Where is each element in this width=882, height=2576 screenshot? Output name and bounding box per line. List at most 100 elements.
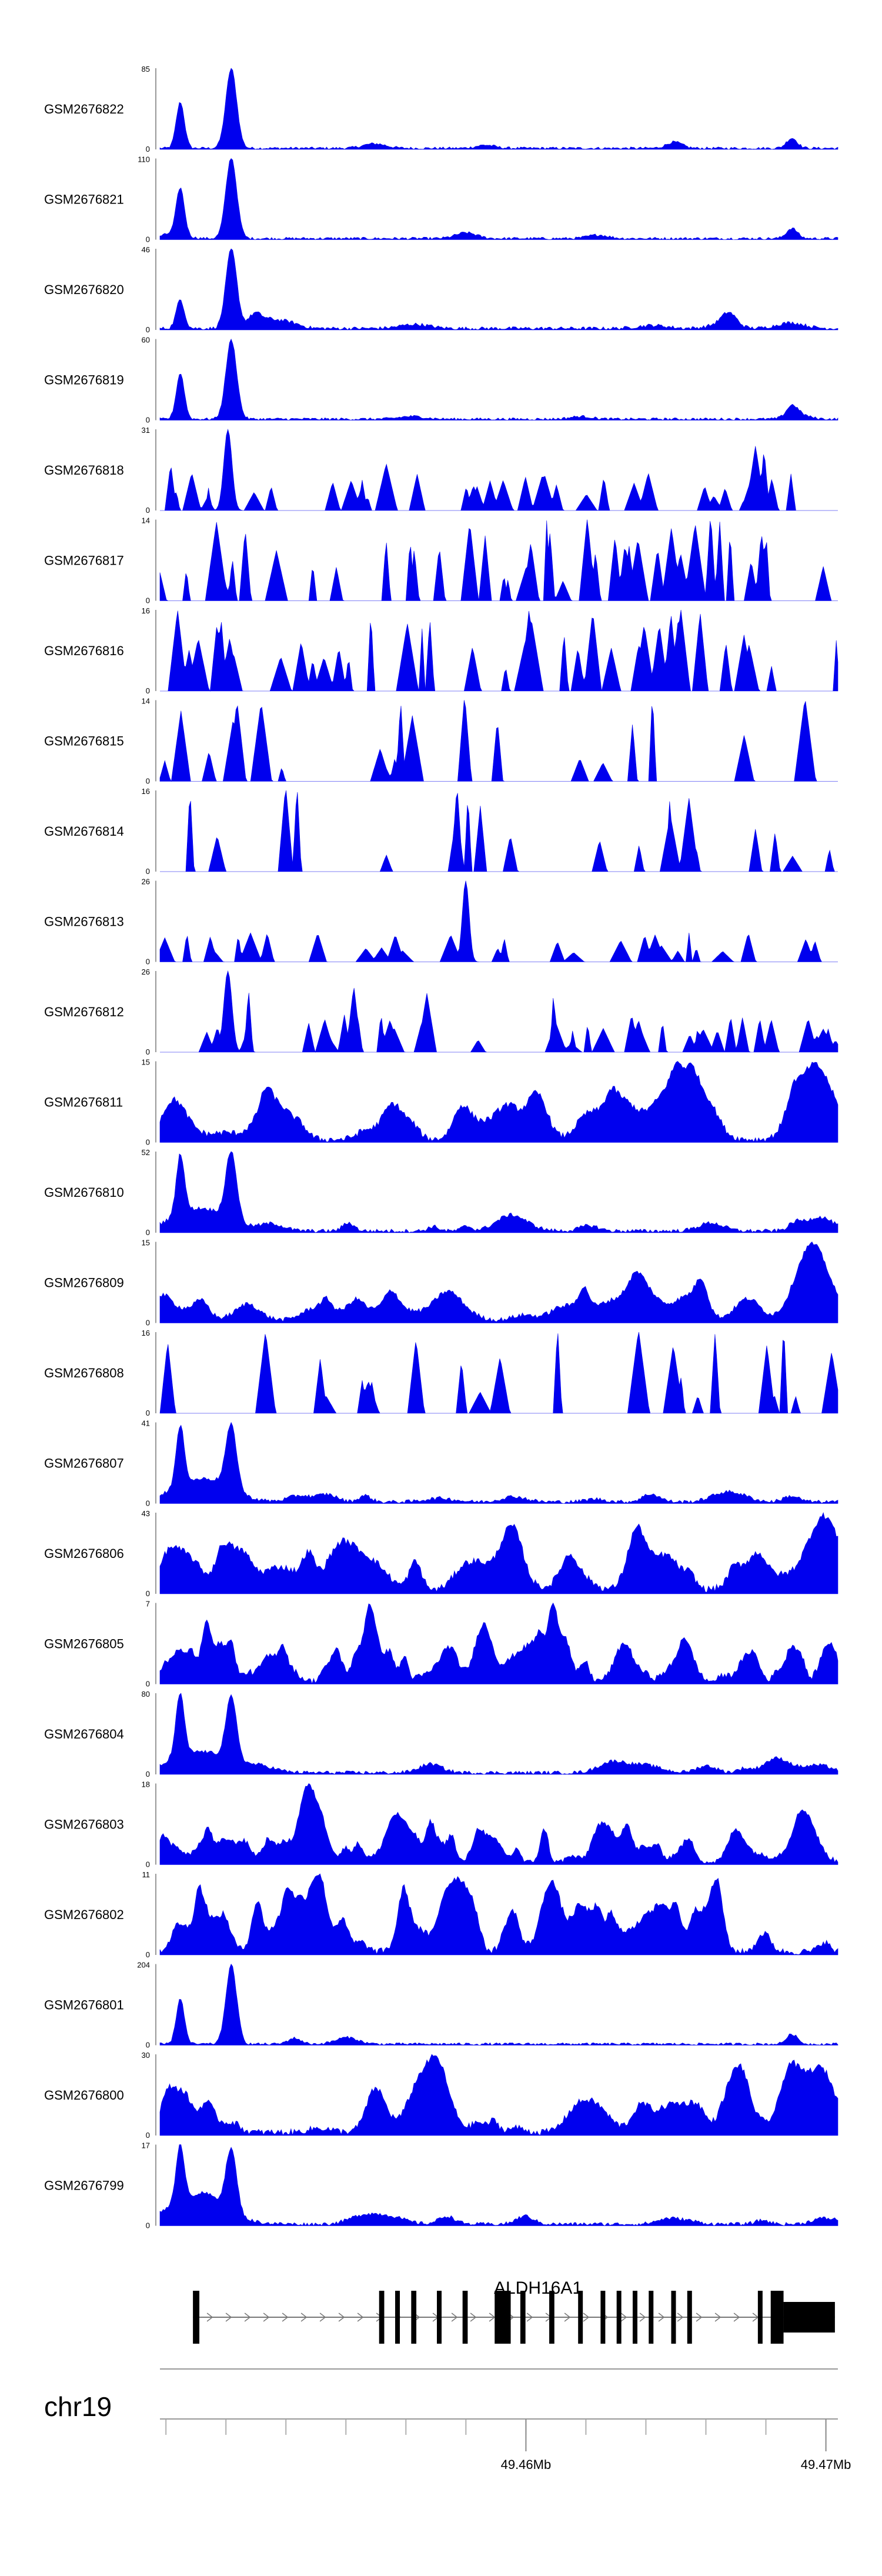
chromosome-axis: chr19 49.46Mb 49.47Mb (44, 2368, 851, 2472)
track-name-label: GSM2676804 (44, 1727, 124, 1741)
strand-arrow (639, 2313, 646, 2322)
strand-arrow (244, 2313, 251, 2322)
track-ymax-label: 15 (142, 1058, 150, 1067)
track-ymax-label: 14 (142, 697, 150, 706)
coverage-area (159, 2054, 838, 2136)
gene-annotation-track: ALDH16A1 (193, 2278, 835, 2344)
strand-arrow (300, 2313, 308, 2322)
coverage-area (159, 1602, 838, 1684)
gene-exon (783, 2302, 835, 2333)
coverage-area (159, 248, 838, 331)
track-ymax-label: 16 (142, 606, 150, 615)
track-ymax-label: 26 (142, 967, 150, 976)
track-name-label: GSM2676817 (44, 553, 124, 568)
track-ymax-label: 85 (142, 65, 150, 74)
track-name-label: GSM2676802 (44, 1907, 124, 1922)
gene-exon (395, 2291, 400, 2344)
track-ymax-label: 11 (142, 1870, 151, 1879)
coverage-area (159, 1693, 838, 1775)
track-name-label: GSM2676808 (44, 1366, 124, 1380)
gene-exon (616, 2291, 622, 2344)
track-ymin-label: 0 (146, 957, 150, 966)
gene-exon (687, 2291, 692, 2344)
strand-arrow (714, 2313, 721, 2322)
track-name-label: GSM2676805 (44, 1637, 124, 1651)
track-name-label: GSM2676816 (44, 643, 124, 658)
track-ymax-label: 14 (142, 516, 150, 525)
track-ymax-label: 18 (142, 1780, 150, 1789)
strand-arrow (677, 2313, 684, 2322)
track-ymin-label: 0 (146, 235, 150, 244)
track-GSM2676822: GSM2676822 85 0 (44, 65, 838, 154)
gene-exon (520, 2291, 526, 2344)
track-ymin-label: 0 (146, 2131, 150, 2140)
gene-exon (193, 2291, 200, 2344)
track-name-label: GSM2676812 (44, 1005, 124, 1019)
track-GSM2676803: GSM2676803 18 0 (44, 1780, 838, 1869)
track-ymax-label: 15 (142, 1239, 150, 1247)
coverage-area (160, 790, 838, 872)
track-name-label: GSM2676800 (44, 2088, 124, 2103)
track-GSM2676810: GSM2676810 52 0 (44, 1148, 838, 1237)
track-name-label: GSM2676819 (44, 373, 124, 388)
track-ymax-label: 52 (142, 1148, 150, 1157)
coverage-area (160, 970, 838, 1053)
track-ymin-label: 0 (146, 325, 150, 334)
track-GSM2676806: GSM2676806 43 0 (44, 1509, 838, 1598)
strand-arrow (357, 2313, 364, 2322)
track-ymin-label: 0 (146, 1770, 150, 1778)
strand-arrow (338, 2313, 345, 2322)
track-ymin-label: 0 (146, 596, 150, 605)
track-ymax-label: 31 (142, 426, 150, 435)
coverage-area (159, 1151, 838, 1233)
gene-exon (462, 2291, 468, 2344)
gene-exon (671, 2291, 676, 2344)
gene-exon (649, 2291, 654, 2344)
coverage-area (159, 68, 838, 150)
strand-arrow (526, 2313, 533, 2322)
coverage-area (159, 1963, 838, 2046)
gene-exon (379, 2291, 385, 2344)
track-name-label: GSM2676814 (44, 824, 124, 839)
coverage-area (159, 880, 838, 962)
gene-exon (600, 2291, 606, 2344)
strand-arrow (564, 2313, 571, 2322)
track-GSM2676801: GSM2676801 204 0 (44, 1961, 838, 2050)
track-ymax-label: 110 (138, 155, 150, 164)
coverage-area (159, 1512, 838, 1594)
track-name-label: GSM2676811 (44, 1095, 123, 1110)
track-ymax-label: 26 (142, 877, 150, 886)
track-GSM2676800: GSM2676800 30 0 (44, 2051, 838, 2140)
track-name-label: GSM2676813 (44, 915, 124, 929)
strand-arrow (583, 2313, 590, 2322)
strand-arrow (620, 2313, 627, 2322)
track-ymin-label: 0 (146, 777, 150, 786)
strand-arrow (225, 2313, 232, 2322)
track-GSM2676813: GSM2676813 26 0 (44, 877, 838, 966)
coverage-area (159, 1061, 838, 1143)
strand-arrow (696, 2313, 703, 2322)
track-ymax-label: 60 (142, 336, 150, 345)
track-GSM2676802: GSM2676802 11 0 (44, 1870, 838, 1959)
track-GSM2676812: GSM2676812 26 0 (44, 967, 838, 1056)
track-ymin-label: 0 (146, 1319, 150, 1327)
coverage-area (159, 2144, 838, 2227)
track-ymin-label: 0 (146, 686, 150, 695)
track-ymin-label: 0 (146, 867, 150, 876)
track-GSM2676811: GSM2676811 15 0 (44, 1058, 838, 1147)
chromosome-label: chr19 (44, 2391, 112, 2422)
track-GSM2676818: GSM2676818 31 0 (44, 426, 838, 515)
track-name-label: GSM2676818 (44, 463, 124, 478)
track-GSM2676819: GSM2676819 60 0 (44, 336, 838, 425)
gene-exon (757, 2291, 763, 2344)
track-ymin-label: 0 (146, 1950, 150, 1959)
track-GSM2676817: GSM2676817 14 0 (44, 516, 838, 605)
strand-arrow (206, 2313, 213, 2322)
gene-exon (411, 2291, 417, 2344)
strand-arrow (733, 2313, 740, 2322)
gene-exon (549, 2291, 554, 2344)
strand-arrow (263, 2313, 270, 2322)
coverage-area (159, 338, 838, 421)
track-ymin-label: 0 (146, 2221, 150, 2230)
track-ymax-label: 80 (142, 1690, 150, 1699)
